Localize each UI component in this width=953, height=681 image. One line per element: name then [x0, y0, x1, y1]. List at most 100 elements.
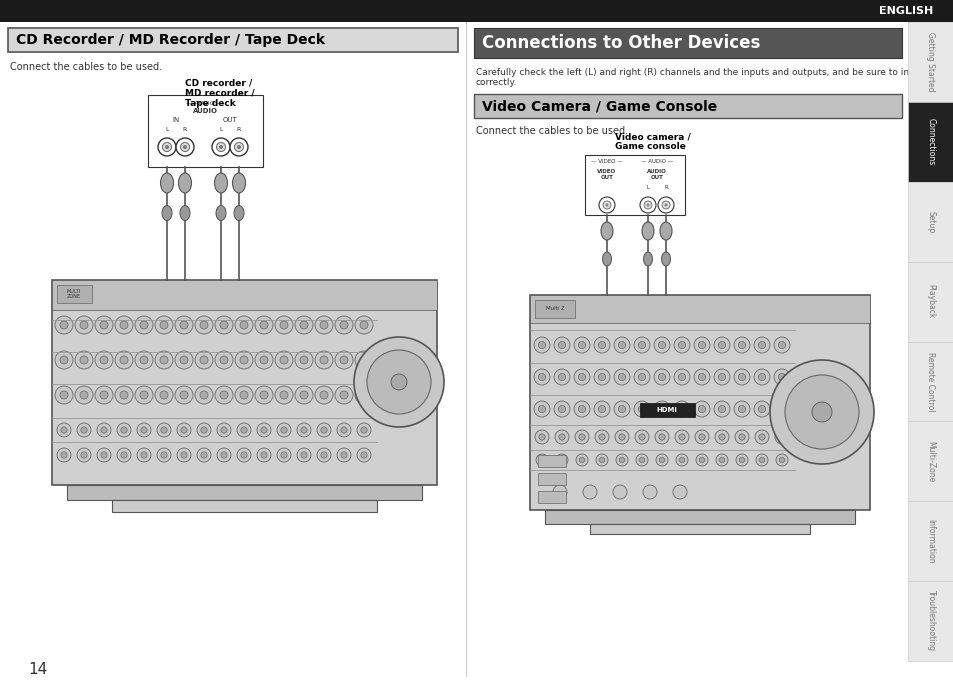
Circle shape: [260, 452, 267, 458]
Circle shape: [773, 401, 789, 417]
Circle shape: [100, 391, 108, 399]
Circle shape: [698, 373, 705, 381]
Circle shape: [200, 321, 208, 329]
Bar: [544, 510, 854, 524]
Circle shape: [574, 369, 589, 385]
Circle shape: [75, 386, 92, 404]
Circle shape: [638, 373, 645, 381]
Circle shape: [535, 430, 548, 444]
Circle shape: [81, 452, 87, 458]
Circle shape: [598, 458, 604, 462]
Circle shape: [240, 427, 247, 433]
Circle shape: [695, 430, 708, 444]
Circle shape: [75, 351, 92, 369]
Circle shape: [758, 341, 765, 349]
Circle shape: [778, 434, 784, 440]
Ellipse shape: [160, 173, 173, 193]
Circle shape: [294, 351, 313, 369]
Circle shape: [558, 373, 565, 381]
Bar: [907, 102, 953, 182]
Text: Multi-Zone: Multi-Zone: [925, 441, 935, 482]
Circle shape: [60, 391, 68, 399]
Circle shape: [141, 427, 147, 433]
Circle shape: [642, 485, 657, 499]
Text: R: R: [236, 127, 241, 132]
Text: VIDEO
OUT: VIDEO OUT: [597, 169, 616, 180]
Circle shape: [718, 341, 725, 349]
Circle shape: [55, 316, 73, 334]
Ellipse shape: [600, 222, 613, 240]
Circle shape: [196, 423, 211, 437]
Circle shape: [95, 351, 112, 369]
Text: Getting Started: Getting Started: [925, 32, 935, 92]
Circle shape: [234, 386, 253, 404]
Text: IN: IN: [172, 117, 179, 123]
Circle shape: [537, 341, 545, 349]
Circle shape: [634, 401, 649, 417]
Circle shape: [769, 360, 873, 464]
Circle shape: [234, 316, 253, 334]
Circle shape: [775, 454, 787, 466]
Circle shape: [639, 197, 656, 213]
Bar: [535, 300, 575, 318]
Bar: [112, 500, 376, 512]
Circle shape: [57, 423, 71, 437]
Circle shape: [220, 356, 228, 364]
Ellipse shape: [180, 206, 190, 221]
Circle shape: [80, 356, 88, 364]
Circle shape: [336, 448, 351, 462]
Circle shape: [638, 341, 645, 349]
Circle shape: [654, 337, 669, 353]
Circle shape: [216, 448, 231, 462]
Circle shape: [259, 321, 268, 329]
Circle shape: [574, 401, 589, 417]
Circle shape: [578, 434, 584, 440]
Circle shape: [117, 423, 131, 437]
Circle shape: [598, 373, 605, 381]
Circle shape: [713, 401, 729, 417]
Circle shape: [718, 405, 725, 413]
Circle shape: [240, 452, 247, 458]
Ellipse shape: [233, 206, 244, 221]
Circle shape: [594, 369, 609, 385]
Circle shape: [733, 401, 749, 417]
Bar: [474, 94, 901, 118]
Text: MULTI
ZONE: MULTI ZONE: [67, 289, 81, 300]
Circle shape: [614, 369, 629, 385]
Circle shape: [174, 351, 193, 369]
Circle shape: [773, 369, 789, 385]
Circle shape: [115, 316, 132, 334]
Circle shape: [140, 391, 148, 399]
Text: CD Recorder / MD Recorder / Tape Deck: CD Recorder / MD Recorder / Tape Deck: [16, 33, 325, 47]
Circle shape: [355, 316, 373, 334]
Circle shape: [779, 458, 784, 462]
Bar: [907, 182, 953, 262]
Circle shape: [101, 427, 107, 433]
Circle shape: [664, 204, 667, 206]
Text: L: L: [219, 127, 222, 132]
Circle shape: [174, 316, 193, 334]
Ellipse shape: [233, 173, 245, 193]
Circle shape: [194, 316, 213, 334]
Circle shape: [100, 356, 108, 364]
Circle shape: [558, 434, 564, 440]
Circle shape: [236, 448, 251, 462]
Circle shape: [279, 321, 288, 329]
Text: Troubleshooting: Troubleshooting: [925, 590, 935, 652]
Bar: [537, 473, 565, 485]
Circle shape: [336, 423, 351, 437]
Text: Carefully check the left (L) and right (R) channels and the inputs and outputs, : Carefully check the left (L) and right (…: [476, 68, 953, 87]
Circle shape: [755, 454, 767, 466]
Circle shape: [753, 401, 769, 417]
Circle shape: [181, 427, 187, 433]
Circle shape: [154, 386, 172, 404]
Circle shape: [673, 401, 689, 417]
Circle shape: [115, 351, 132, 369]
Circle shape: [237, 146, 240, 148]
Circle shape: [80, 321, 88, 329]
Circle shape: [618, 405, 625, 413]
Circle shape: [638, 405, 645, 413]
Circle shape: [61, 452, 67, 458]
Circle shape: [140, 321, 148, 329]
Circle shape: [713, 337, 729, 353]
